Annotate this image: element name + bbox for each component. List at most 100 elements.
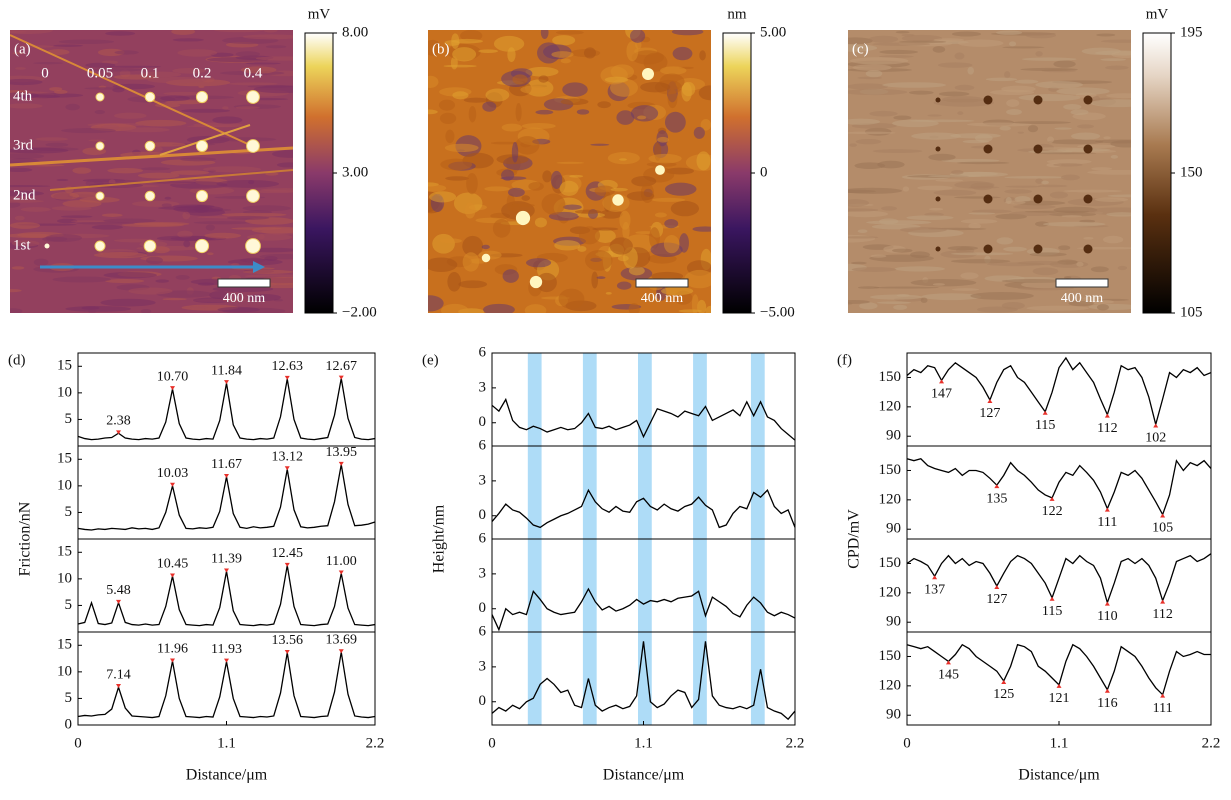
texture	[596, 276, 606, 280]
dot	[1083, 244, 1093, 254]
texture	[61, 128, 116, 134]
texture	[1106, 93, 1131, 99]
trace	[491, 587, 796, 632]
texture	[578, 226, 601, 245]
texture	[848, 199, 870, 207]
texture	[1037, 184, 1068, 188]
texture	[1002, 46, 1045, 49]
y-axis-label: CPD/mV	[846, 509, 863, 569]
texture	[1041, 180, 1049, 185]
texture	[440, 303, 469, 313]
data-label: 11.67	[211, 457, 242, 472]
data-label: 10.45	[157, 557, 189, 572]
colorbar-tick-label: 105	[1180, 304, 1203, 320]
texture	[490, 141, 519, 145]
texture	[101, 213, 123, 217]
texture	[560, 58, 571, 64]
texture	[189, 306, 209, 309]
texture	[909, 119, 975, 123]
texture	[528, 182, 544, 191]
texture	[26, 93, 84, 98]
dot	[1033, 194, 1043, 204]
texture	[33, 61, 64, 65]
y-tick-label: 0	[65, 716, 73, 732]
trace	[906, 553, 1212, 605]
texture	[1042, 221, 1106, 227]
texture	[879, 55, 914, 58]
texture	[976, 306, 1018, 313]
texture	[128, 287, 173, 295]
texture	[141, 167, 171, 171]
texture	[1008, 41, 1017, 47]
texture	[11, 240, 40, 247]
texture	[1034, 152, 1097, 155]
texture	[1110, 154, 1119, 159]
texture	[10, 78, 43, 86]
texture	[186, 125, 245, 128]
texture	[10, 103, 43, 109]
texture	[1063, 104, 1082, 110]
texture	[1035, 221, 1050, 227]
texture	[848, 208, 879, 212]
texture	[1083, 296, 1100, 301]
texture	[1012, 121, 1071, 125]
x-tick-label: 0	[488, 735, 496, 751]
texture	[521, 195, 531, 201]
x-tick-label: 1.1	[634, 735, 653, 751]
texture	[50, 192, 80, 200]
texture	[670, 200, 700, 217]
texture	[447, 271, 462, 292]
y-tick-label: 6	[479, 623, 487, 639]
texture	[1096, 33, 1116, 37]
x-tick-label: 1.1	[217, 735, 236, 751]
texture	[246, 233, 293, 241]
dot	[195, 139, 209, 153]
texture	[1094, 197, 1129, 202]
texture	[72, 167, 92, 174]
texture	[1006, 109, 1022, 115]
dot	[983, 144, 993, 154]
texture	[911, 132, 962, 140]
texture	[968, 212, 996, 215]
dot	[144, 190, 156, 202]
texture	[951, 170, 964, 175]
row-label: 2nd	[13, 187, 36, 203]
image-content	[10, 30, 293, 313]
texture	[881, 206, 898, 211]
texture	[45, 142, 69, 147]
texture	[14, 215, 25, 221]
texture	[848, 131, 896, 135]
texture	[1090, 266, 1109, 273]
peak-marker	[1049, 496, 1055, 501]
texture	[451, 38, 483, 44]
texture	[164, 100, 208, 105]
texture	[954, 196, 1001, 199]
dot	[983, 95, 993, 105]
dot	[44, 243, 50, 249]
texture	[464, 202, 476, 219]
texture	[908, 90, 934, 95]
y-tick-label: 5	[65, 597, 73, 613]
texture	[536, 272, 557, 293]
texture	[637, 115, 647, 120]
texture	[859, 302, 878, 310]
texture	[65, 103, 80, 111]
texture	[214, 30, 264, 33]
texture	[1006, 99, 1020, 107]
streak	[49, 169, 293, 191]
x-axis-label: Distance/μm	[186, 767, 268, 784]
texture	[654, 212, 667, 218]
texture	[511, 203, 520, 214]
peak-marker	[338, 570, 344, 575]
texture	[112, 168, 127, 172]
texture	[583, 47, 596, 59]
trace	[77, 378, 376, 441]
texture	[892, 248, 913, 253]
texture	[850, 261, 867, 265]
data-label: 137	[924, 582, 945, 597]
texture	[525, 66, 559, 77]
data-label: 12.63	[272, 359, 304, 374]
texture	[1035, 178, 1043, 184]
texture	[851, 267, 897, 272]
peak-marker	[116, 599, 121, 604]
